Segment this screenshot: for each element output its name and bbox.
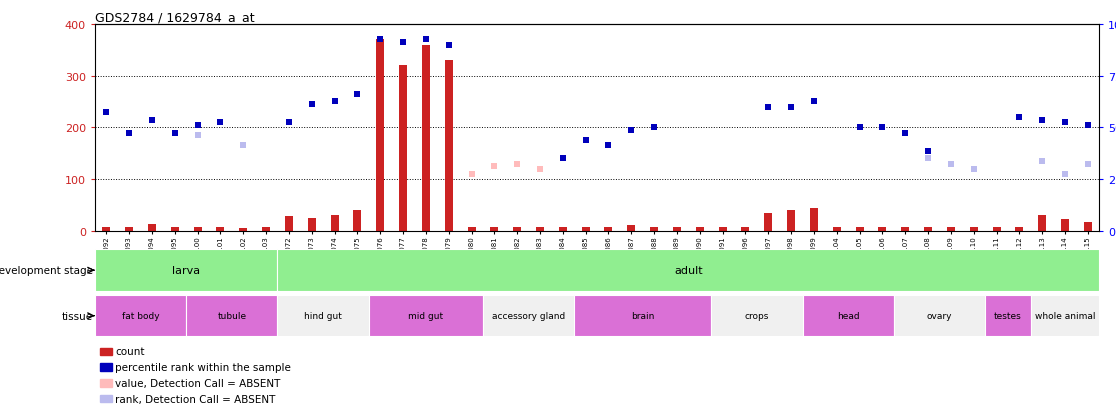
Text: value, Detection Call = ABSENT: value, Detection Call = ABSENT [115, 378, 280, 388]
Text: adult: adult [674, 266, 703, 275]
Bar [559, 227, 567, 231]
Bar [483, 295, 575, 337]
Text: count: count [115, 347, 144, 356]
Bar [741, 227, 750, 231]
Bar [95, 250, 278, 291]
Bar [651, 227, 658, 231]
Bar [985, 295, 1031, 337]
Bar [1016, 227, 1023, 231]
Text: larva: larva [172, 266, 200, 275]
Text: crops: crops [744, 311, 769, 320]
Bar [285, 217, 292, 231]
Text: hind gut: hind gut [305, 311, 343, 320]
Bar [894, 295, 985, 337]
Bar [902, 227, 910, 231]
Text: brain: brain [631, 311, 654, 320]
Text: tissue: tissue [61, 311, 93, 321]
Bar [802, 295, 894, 337]
Bar [125, 227, 133, 231]
Bar [856, 227, 864, 231]
Bar [376, 40, 384, 231]
Text: fat body: fat body [122, 311, 160, 320]
Bar [787, 211, 795, 231]
Bar [354, 211, 362, 231]
Bar [95, 295, 186, 337]
Text: rank, Detection Call = ABSENT: rank, Detection Call = ABSENT [115, 394, 276, 404]
Bar [513, 227, 521, 231]
Bar [581, 227, 589, 231]
Bar [444, 61, 453, 231]
Bar [400, 66, 407, 231]
Bar [946, 227, 955, 231]
Text: GDS2784 / 1629784_a_at: GDS2784 / 1629784_a_at [95, 11, 254, 24]
Text: tubule: tubule [218, 311, 247, 320]
Text: mid gut: mid gut [408, 311, 443, 320]
Bar [833, 227, 840, 231]
Bar [186, 295, 278, 337]
Bar [711, 295, 802, 337]
Bar [536, 227, 543, 231]
Bar [148, 224, 156, 231]
Bar [673, 227, 681, 231]
Bar [924, 227, 932, 231]
Text: head: head [837, 311, 859, 320]
Bar [575, 295, 711, 337]
Bar [239, 229, 248, 231]
Text: testes: testes [994, 311, 1022, 320]
Bar [1031, 295, 1099, 337]
Bar [278, 295, 368, 337]
Bar [490, 227, 499, 231]
Bar [878, 227, 886, 231]
Bar [1084, 222, 1091, 231]
Text: whole animal: whole animal [1035, 311, 1095, 320]
Bar [1038, 216, 1046, 231]
Bar [262, 227, 270, 231]
Bar [764, 213, 772, 231]
Text: accessory gland: accessory gland [492, 311, 565, 320]
Text: development stage: development stage [0, 266, 93, 275]
Bar [368, 295, 483, 337]
Bar [605, 227, 613, 231]
Bar [719, 227, 727, 231]
Bar [468, 227, 475, 231]
Bar [278, 250, 1099, 291]
Bar [810, 208, 818, 231]
Bar [171, 227, 179, 231]
Bar [422, 45, 430, 231]
Text: percentile rank within the sample: percentile rank within the sample [115, 362, 291, 372]
Bar [193, 227, 202, 231]
Bar [308, 218, 316, 231]
Bar [103, 227, 110, 231]
Bar [992, 227, 1001, 231]
Bar [1061, 220, 1069, 231]
Text: ovary: ovary [926, 311, 952, 320]
Bar [695, 227, 704, 231]
Bar [627, 225, 635, 231]
Bar [970, 227, 978, 231]
Bar [217, 227, 224, 231]
Bar [330, 216, 338, 231]
